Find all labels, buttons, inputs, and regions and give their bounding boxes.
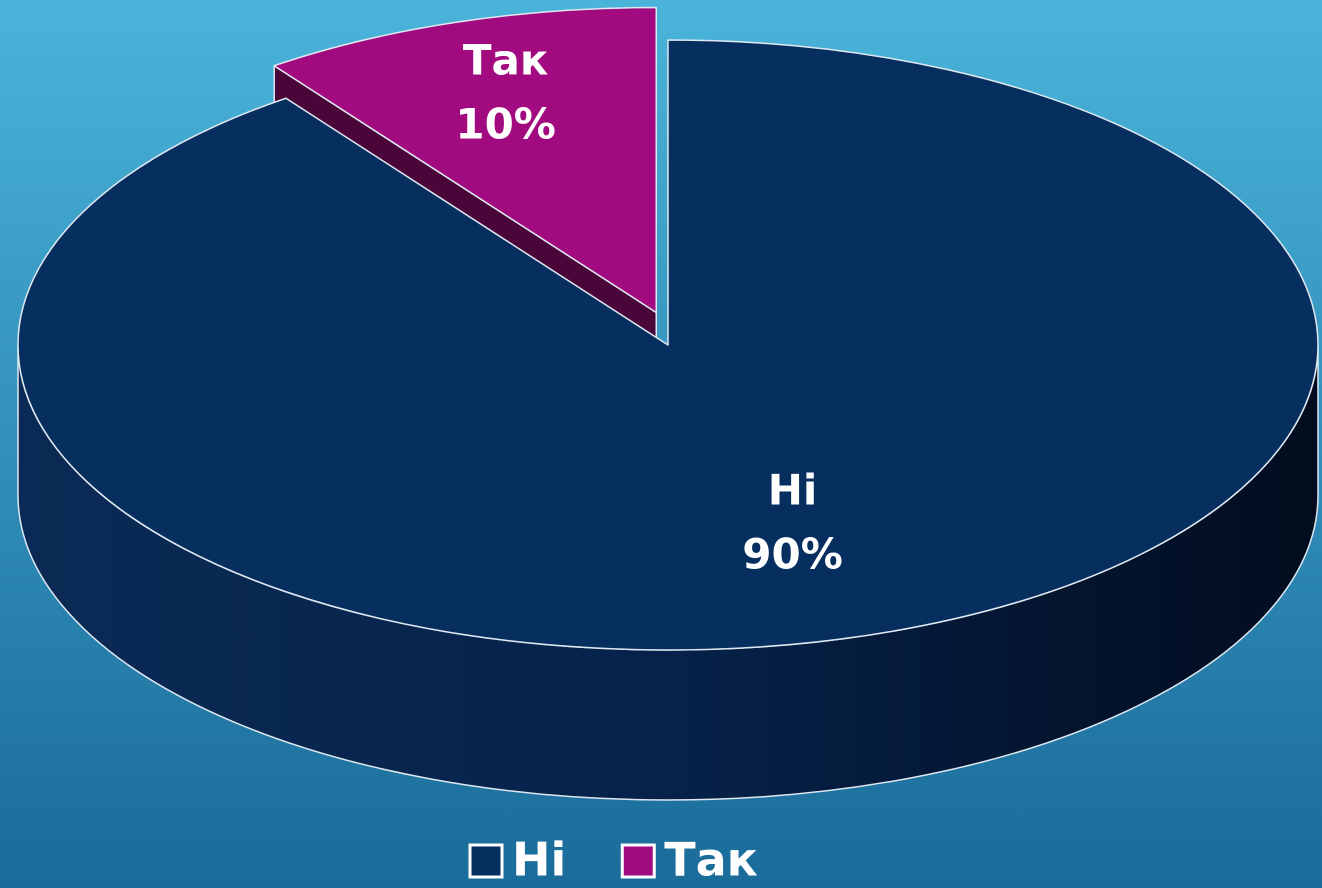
pie: Ні 90% Так 10% [17, 6, 1319, 801]
legend-swatch [468, 843, 504, 879]
legend-label: Ні [512, 833, 566, 887]
legend-label: Так [664, 833, 758, 887]
data-label-category: Ні [768, 465, 818, 514]
legend: Ні Так [468, 833, 758, 887]
data-label-category: Так [463, 35, 549, 84]
pie-slice [273, 6, 658, 314]
legend-swatch [620, 843, 656, 879]
pie-slice [17, 39, 1319, 651]
data-label-value: 10% [455, 99, 556, 148]
data-label-value: 90% [742, 529, 843, 578]
